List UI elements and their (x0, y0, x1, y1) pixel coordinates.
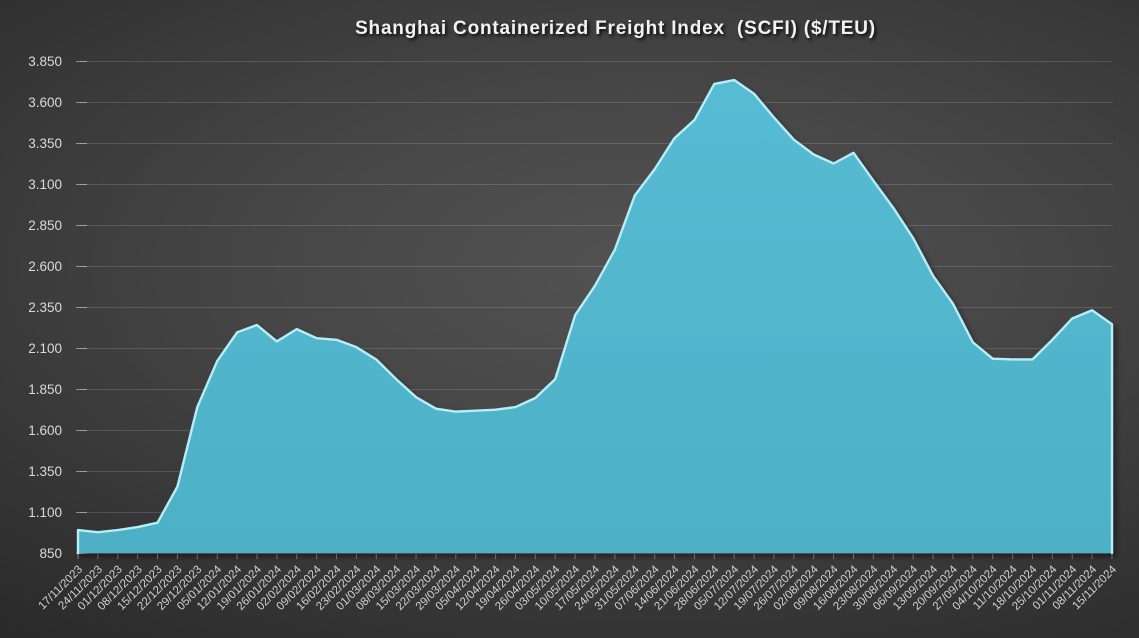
area-edge-highlight (76, 78, 1114, 555)
y-axis-tick-label: 1.350 (28, 464, 62, 479)
y-axis-tick-label: 3.350 (28, 136, 62, 151)
x-axis: 17/11/202324/11/202301/12/202308/12/2023… (37, 553, 1120, 613)
y-axis-tick-label: 2.350 (28, 300, 62, 315)
scfi-area-series (76, 78, 1114, 555)
y-axis-tick-label: 1.100 (28, 505, 62, 520)
y-axis-tick-label: 3.600 (28, 95, 62, 110)
chart-title: Shanghai Containerized Freight Index (SC… (355, 18, 876, 39)
y-axis-tick-label: 2.850 (28, 218, 62, 233)
y-axis-tick-label: 850 (39, 546, 62, 561)
y-axis-tick-label: 3.100 (28, 177, 62, 192)
area-fill (78, 80, 1112, 554)
y-axis-tick-label: 1.600 (28, 423, 62, 438)
y-axis-tick-label: 1.850 (28, 382, 62, 397)
y-axis-tick-label: 2.100 (28, 341, 62, 356)
y-axis-tick-label: 2.600 (28, 259, 62, 274)
y-axis-tick-label: 3.850 (28, 54, 62, 69)
